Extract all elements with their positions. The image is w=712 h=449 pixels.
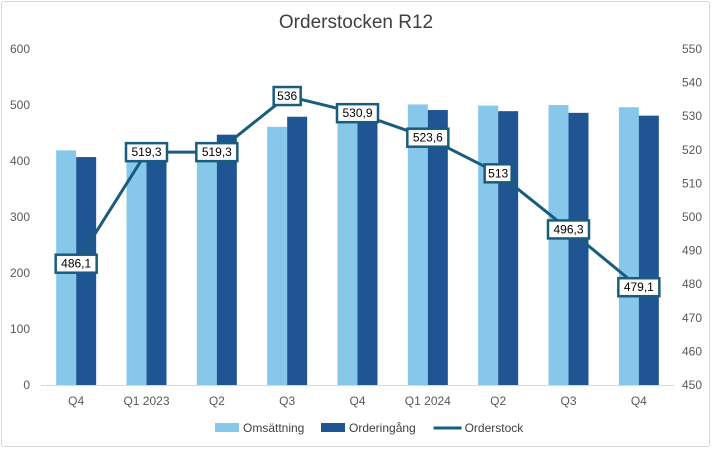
legend-item-omsättning: Omsättning	[215, 421, 304, 435]
data-label-box	[124, 141, 169, 163]
data-label-text: 496,3	[553, 222, 583, 236]
x-tick-label: Q4	[631, 394, 647, 408]
left-tick-label: 400	[10, 154, 30, 168]
right-axis: 450 460 470 480 490 500 510 520 530 540 550	[682, 42, 702, 392]
data-label-box	[406, 127, 450, 148]
data-label-box	[335, 102, 380, 124]
legend-label: Orderingång	[349, 421, 416, 435]
bar-orderingång	[568, 112, 589, 385]
data-label: 496,3	[546, 219, 591, 240]
data-label-box	[272, 85, 302, 107]
left-axis: 0 100 200 300 400 500 600	[10, 42, 30, 392]
chart-title: Orderstocken R12	[279, 12, 433, 33]
legend-swatch	[215, 423, 239, 432]
bar-orderingång	[638, 115, 659, 385]
bar-orderingång	[216, 134, 237, 385]
right-tick-label: 470	[682, 311, 702, 325]
legend-swatch	[321, 423, 345, 432]
data-label-box	[617, 276, 661, 298]
right-tick-label: 450	[682, 378, 702, 392]
legend-item-orderingång: Orderingång	[321, 421, 416, 435]
data-label-box	[483, 163, 513, 184]
line-series: 486,1 519,3 519,3 536 530,9 523,6 513 496,3 479,…	[54, 85, 661, 298]
data-label-text: 536	[277, 89, 297, 103]
bar-omsättning	[548, 105, 569, 385]
bar-omsättning	[478, 105, 499, 385]
left-tick-label: 100	[10, 322, 30, 336]
data-label: 486,1	[54, 253, 98, 274]
right-tick-label: 510	[682, 176, 702, 190]
bar-omsättning	[267, 126, 288, 385]
data-label: 536	[272, 85, 302, 107]
left-tick-label: 200	[10, 266, 30, 280]
data-label-text: 513	[488, 166, 508, 180]
left-tick-label: 0	[23, 378, 30, 392]
bar-omsättning	[126, 144, 147, 385]
data-label-text: 523,6	[413, 131, 443, 145]
bar-omsättning	[618, 107, 639, 386]
x-tick-label: Q4	[68, 394, 84, 408]
data-label: 519,3	[124, 141, 169, 163]
x-tick-label: Q2	[490, 394, 506, 408]
right-tick-label: 480	[682, 277, 702, 291]
data-label-box	[195, 141, 239, 163]
data-label-text: 519,3	[131, 145, 161, 159]
legend-label: Orderstock	[465, 421, 525, 435]
left-tick-label: 600	[10, 42, 30, 56]
legend: Omsättning Orderingång Orderstock	[215, 421, 524, 435]
legend-label: Omsättning	[243, 421, 304, 435]
data-label-box	[546, 219, 591, 240]
data-label: 479,1	[617, 276, 661, 298]
x-tick-label: Q4	[349, 394, 365, 408]
right-tick-label: 530	[682, 109, 702, 123]
legend-item-orderstock: Orderstock	[433, 421, 525, 435]
right-tick-label: 490	[682, 244, 702, 258]
bar-omsättning	[337, 118, 358, 385]
data-label: 513	[483, 163, 513, 184]
x-tick-label: Q1 2023	[123, 394, 169, 408]
right-tick-label: 520	[682, 143, 702, 157]
bar-orderingång	[427, 110, 448, 385]
bar-omsättning	[196, 144, 217, 385]
data-label-text: 519,3	[202, 145, 232, 159]
bar-omsättning	[407, 104, 428, 385]
right-tick-label: 540	[682, 76, 702, 90]
x-tick-label: Q2	[209, 394, 225, 408]
bar-orderingång	[287, 116, 308, 385]
right-tick-label: 500	[682, 210, 702, 224]
bar-orderingång	[498, 111, 519, 385]
bars	[56, 104, 659, 386]
right-tick-label: 550	[682, 42, 702, 56]
data-label-text: 530,9	[342, 106, 372, 120]
bar-orderingång	[146, 152, 167, 385]
data-label-box	[54, 253, 98, 274]
data-label-text: 479,1	[624, 280, 654, 294]
x-axis: Q4 Q1 2023 Q2 Q3 Q4 Q1 2024 Q2 Q3 Q4	[68, 394, 647, 408]
data-label-text: 486,1	[61, 257, 91, 271]
bar-orderingång	[357, 107, 378, 386]
right-tick-label: 460	[682, 344, 702, 358]
data-label: 523,6	[406, 127, 450, 148]
data-label: 530,9	[335, 102, 380, 124]
left-tick-label: 500	[10, 98, 30, 112]
x-tick-label: Q1 2024	[405, 394, 451, 408]
left-tick-label: 300	[10, 210, 30, 224]
data-label: 519,3	[195, 141, 239, 163]
x-tick-label: Q3	[560, 394, 576, 408]
x-tick-label: Q3	[279, 394, 295, 408]
